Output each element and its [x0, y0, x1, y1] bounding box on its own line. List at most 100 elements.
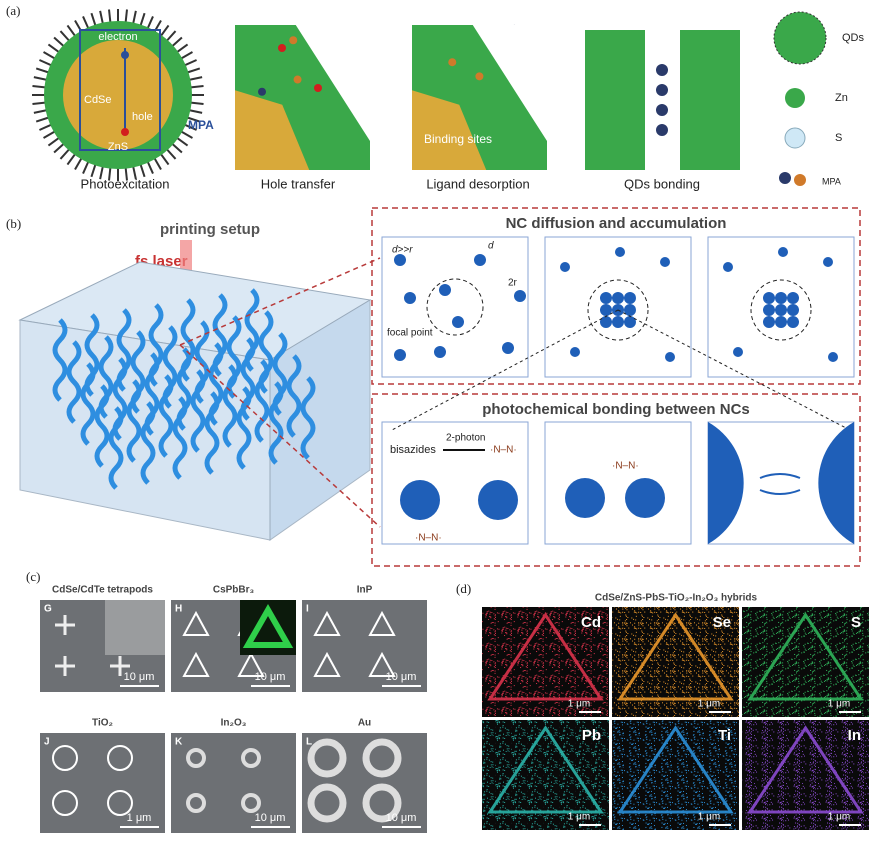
nanocrystal	[612, 316, 624, 328]
helix	[286, 354, 302, 438]
ligand	[99, 10, 105, 25]
nanocrystal	[624, 316, 636, 328]
ligand	[179, 130, 193, 139]
label: d	[488, 241, 494, 252]
nanocrystal	[787, 292, 799, 304]
structure	[241, 793, 261, 813]
nanocrystal	[600, 292, 612, 304]
helix	[140, 401, 156, 485]
image-letter: J	[44, 737, 50, 748]
scale-label: 10 μm	[124, 671, 155, 683]
nanocrystal	[775, 292, 787, 304]
nanocrystal	[565, 478, 605, 518]
nanocrystal	[624, 292, 636, 304]
helix	[236, 386, 252, 470]
ligand	[170, 142, 183, 154]
helix	[172, 396, 188, 480]
ligand	[170, 36, 183, 48]
nanocrystal	[612, 292, 624, 304]
label: 2-photon	[446, 433, 485, 444]
nanocrystal	[570, 347, 580, 357]
bridge	[656, 104, 668, 116]
structure	[52, 790, 78, 816]
helix	[158, 374, 174, 458]
ligand	[175, 43, 189, 54]
zoom-arrow	[179, 257, 381, 346]
nanocrystal	[775, 304, 787, 316]
label: printing setup	[160, 221, 260, 238]
ligand	[189, 85, 204, 89]
image-letter: K	[175, 737, 183, 748]
ligand	[59, 147, 71, 160]
helix	[80, 362, 96, 446]
eds-signal	[747, 725, 864, 814]
helix	[94, 384, 110, 468]
bridge	[656, 84, 668, 96]
radical: ·N–N·	[415, 533, 442, 544]
helix	[52, 318, 68, 402]
ligand	[124, 9, 128, 24]
label: ZnS	[108, 141, 128, 153]
ligand	[33, 76, 48, 82]
helix	[254, 359, 270, 443]
nanocrystal	[600, 304, 612, 316]
nanocrystal	[763, 316, 775, 328]
box-title: NC diffusion and accumulation	[506, 215, 727, 232]
nanocrystal	[452, 316, 464, 328]
legend-label: QDs	[842, 32, 865, 44]
eds-signal	[487, 725, 604, 814]
structure	[307, 783, 347, 823]
nanocrystal	[615, 247, 625, 257]
helix	[204, 391, 220, 475]
ligand	[82, 16, 90, 30]
element-label: Pb	[582, 727, 601, 744]
crystal-core	[235, 90, 310, 170]
hole-site	[278, 44, 286, 52]
ligand	[108, 9, 112, 24]
box-title: photochemical bonding between NCs	[482, 401, 750, 418]
band-box	[79, 29, 161, 151]
ligand	[47, 43, 61, 54]
label: Binding sites	[424, 132, 492, 146]
nanocrystal	[404, 292, 416, 304]
image-letter: G	[44, 604, 52, 615]
image-letter: H	[175, 604, 182, 615]
structure	[241, 748, 261, 768]
focal-circle	[750, 279, 812, 341]
nanocrystal	[400, 480, 440, 520]
ligand	[32, 101, 47, 105]
ligand	[66, 24, 77, 38]
ligand	[131, 165, 137, 180]
diffusion-frame	[371, 207, 861, 385]
nanocrystal	[560, 262, 570, 272]
focal-circle	[587, 279, 649, 341]
ligand-molecule	[258, 87, 267, 96]
helix	[108, 406, 124, 490]
ligand	[139, 163, 146, 178]
structure	[55, 656, 75, 676]
label: focal point	[387, 328, 433, 339]
sub-box	[544, 421, 692, 545]
structure	[55, 615, 75, 635]
scale-label: 1 μm	[828, 812, 850, 823]
eds-signal	[747, 612, 864, 701]
structure	[313, 610, 341, 636]
nanocrystal	[775, 316, 787, 328]
nanocrystal	[778, 247, 788, 257]
nanocrystal	[394, 254, 406, 266]
image-letter: L	[306, 737, 312, 748]
helix	[222, 364, 238, 448]
image-title: CsPbBr₃	[213, 585, 255, 596]
surface-cut	[472, 25, 547, 141]
nanocrystal	[514, 290, 526, 302]
image-title: TiO₂	[92, 718, 113, 729]
qd-right	[680, 30, 740, 170]
element-label: In	[848, 727, 861, 744]
ligand	[90, 163, 97, 178]
bond	[759, 473, 801, 495]
label: d>>r	[392, 245, 413, 256]
nanocrystal	[625, 478, 665, 518]
radical: ·N–N·	[612, 461, 639, 472]
ligand	[159, 24, 170, 38]
